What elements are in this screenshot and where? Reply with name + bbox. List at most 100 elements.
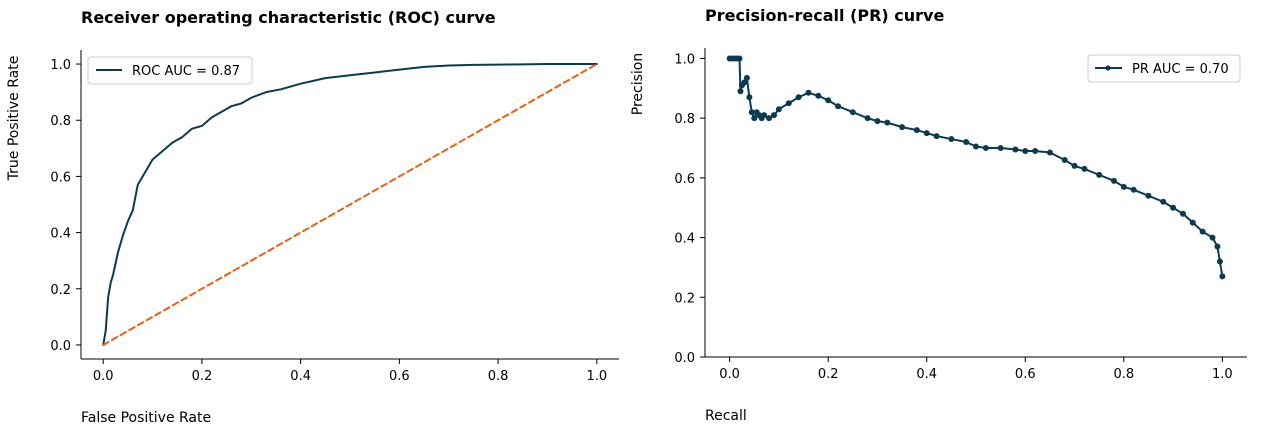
pr-curve-point [1120,183,1127,190]
roc-legend: ROC AUC = 0.87 [87,56,253,85]
pr-legend-label: PR AUC = 0.70 [1132,62,1229,77]
pr-curve-point [997,145,1004,152]
pr-curve-point [1199,228,1206,235]
pr-x-ticks: 0.0 0.2 0.4 0.6 0.8 1.0 [719,357,1233,382]
pr-curve-point [761,112,768,119]
pr-curve-point [1145,192,1152,199]
pr-curve-point [982,145,989,152]
pr-curve-point [770,112,777,119]
roc-x-tick-label: 0.6 [389,369,410,384]
pr-x-tick-label: 0.8 [1113,367,1134,382]
pr-curve-point [741,79,748,86]
roc-chart-title: Receiver operating characteristic (ROC) … [81,8,496,27]
pr-x-tick-label: 1.0 [1212,367,1233,382]
pr-curve-point [746,94,753,101]
roc-legend-label: ROC AUC = 0.87 [132,64,240,79]
pr-curve-point [748,109,755,116]
pr-curve-point [1022,148,1029,154]
pr-curve-point [849,109,856,116]
pr-y-tick-label: 0.0 [674,351,695,366]
roc-curve-line [102,63,598,346]
pr-curve-point [973,143,979,150]
pr-y-ticks: 0.0 0.2 0.4 0.6 0.8 1.0 [674,52,705,366]
roc-series [102,63,598,346]
pr-curve-point [933,133,940,140]
pr-curve-point [1061,156,1068,163]
pr-curve-point [1071,162,1078,169]
pr-curve-point [805,89,812,96]
pr-y-tick-label: 0.8 [674,112,695,127]
pr-x-tick-label: 0.0 [719,367,740,382]
pr-curve-point [1219,273,1226,280]
pr-curve-point [948,136,955,143]
pr-curve-point [743,74,750,81]
roc-y-ticks: 0.0 0.2 0.4 0.6 0.8 1.0 [50,58,81,354]
pr-curve-point [766,115,773,122]
pr-curve-point [1012,146,1019,153]
pr-curve-point [1216,258,1223,265]
roc-x-tick-label: 0.8 [488,369,509,384]
pr-chart-title: Precision-recall (PR) curve [705,6,944,25]
pr-y-tick-label: 1.0 [674,52,695,67]
pr-x-tick-label: 0.6 [1015,367,1036,382]
pr-curve-point [751,115,758,122]
pr-curve-point [874,118,881,125]
pr-x-tick-label: 0.4 [916,367,937,382]
roc-y-tick-label: 0.0 [50,339,71,354]
roc-y-tick-label: 0.8 [50,114,71,129]
pr-curve-point [899,124,906,131]
pr-curve-point [785,100,792,107]
pr-curve-point [795,94,802,101]
pr-curve-point [1081,165,1088,172]
pr-chart: Precision-recall (PR) curve Recall Preci… [630,6,1247,424]
pr-x-tick-label: 0.2 [818,367,839,382]
pr-curve-point [864,115,871,122]
roc-x-tick-label: 1.0 [586,369,607,384]
pr-curve-point [1096,171,1103,178]
pr-legend-box [1087,54,1241,83]
pr-curve-point [963,139,970,146]
pr-y-axis-label: Precision [630,53,646,115]
roc-chart: Receiver operating characteristic (ROC) … [6,8,619,426]
roc-y-axis-label: True Positive Rate [6,56,22,182]
roc-legend-box [87,56,253,85]
pr-curve-point [913,127,920,134]
roc-x-ticks: 0.0 0.2 0.4 0.6 0.8 1.0 [93,359,607,384]
pr-curve-point [1160,198,1167,205]
pr-curve-point [737,88,744,95]
pr-curve-point [884,119,891,126]
pr-curve-point [736,55,743,62]
roc-x-tick-label: 0.0 [93,369,114,384]
pr-curve-point [1170,204,1177,211]
pr-curve-point [1130,186,1137,193]
pr-series [726,55,1226,280]
pr-y-tick-label: 0.4 [674,232,695,247]
pr-legend-marker [1105,65,1111,71]
roc-x-tick-label: 0.4 [290,369,311,384]
roc-x-tick-label: 0.2 [192,369,213,384]
pr-curve-point [1214,243,1221,250]
pr-curve-point [1110,177,1117,184]
pr-y-tick-label: 0.6 [674,172,695,187]
pr-curve-point [1046,149,1053,156]
pr-y-tick-label: 0.2 [674,291,695,306]
pr-curve-point [815,92,822,99]
pr-curve-point [1179,210,1186,217]
pr-curve-point [825,97,832,104]
pr-curve-point [1209,234,1216,241]
roc-x-axis-label: False Positive Rate [81,410,211,426]
pr-curve-point [1032,148,1039,154]
pr-curve-point [775,106,782,113]
pr-curve-point [835,103,842,110]
roc-y-tick-label: 0.2 [50,283,71,298]
roc-y-tick-label: 0.6 [50,170,71,185]
pr-curve-point [923,130,930,137]
pr-curve-point [1189,219,1196,226]
pr-curve-line [728,57,1224,278]
roc-chance-line [102,63,598,346]
pr-legend: PR AUC = 0.70 [1087,54,1241,83]
roc-y-tick-label: 1.0 [50,58,71,73]
roc-y-tick-label: 0.4 [50,227,71,242]
pr-x-axis-label: Recall [705,408,747,424]
